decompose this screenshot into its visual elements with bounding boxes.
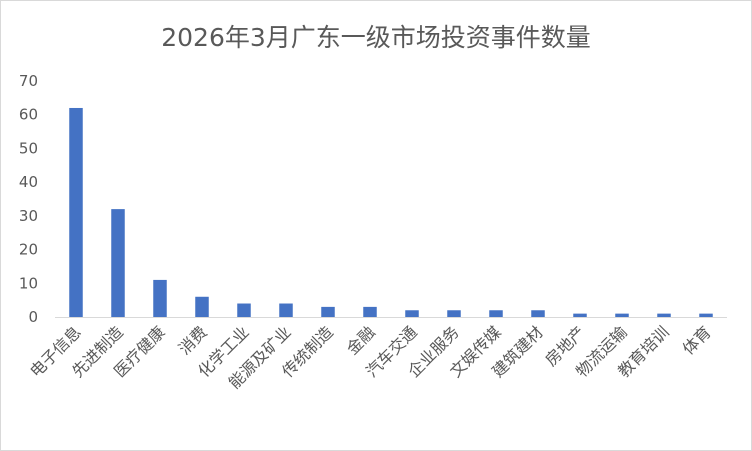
bar <box>195 296 209 317</box>
y-tick-label: 20 <box>19 241 38 259</box>
bar <box>69 107 83 317</box>
bar <box>447 310 461 317</box>
bar <box>489 310 503 317</box>
y-tick-label: 60 <box>19 106 38 124</box>
bar <box>615 313 629 317</box>
chart-title: 2026年3月广东一级市场投资事件数量 <box>161 23 591 52</box>
x-tick-label: 体育 <box>679 322 715 358</box>
x-tick-label: 消费 <box>175 322 211 358</box>
y-tick-label: 50 <box>19 139 38 157</box>
bar <box>405 310 419 317</box>
bar <box>237 303 251 317</box>
bar <box>657 313 671 317</box>
bar <box>153 279 167 317</box>
bar <box>531 310 545 317</box>
bar <box>279 303 293 317</box>
x-tick-label: 金融 <box>343 322 379 358</box>
bar <box>699 313 713 317</box>
y-tick-label: 0 <box>28 308 38 326</box>
bar <box>573 313 587 317</box>
bar <box>363 306 377 317</box>
y-tick-label: 40 <box>19 173 38 191</box>
y-tick-label: 30 <box>19 207 38 225</box>
bar <box>321 306 335 317</box>
y-tick-label: 10 <box>19 274 38 292</box>
y-tick-label: 70 <box>19 72 38 90</box>
bar <box>111 209 125 317</box>
